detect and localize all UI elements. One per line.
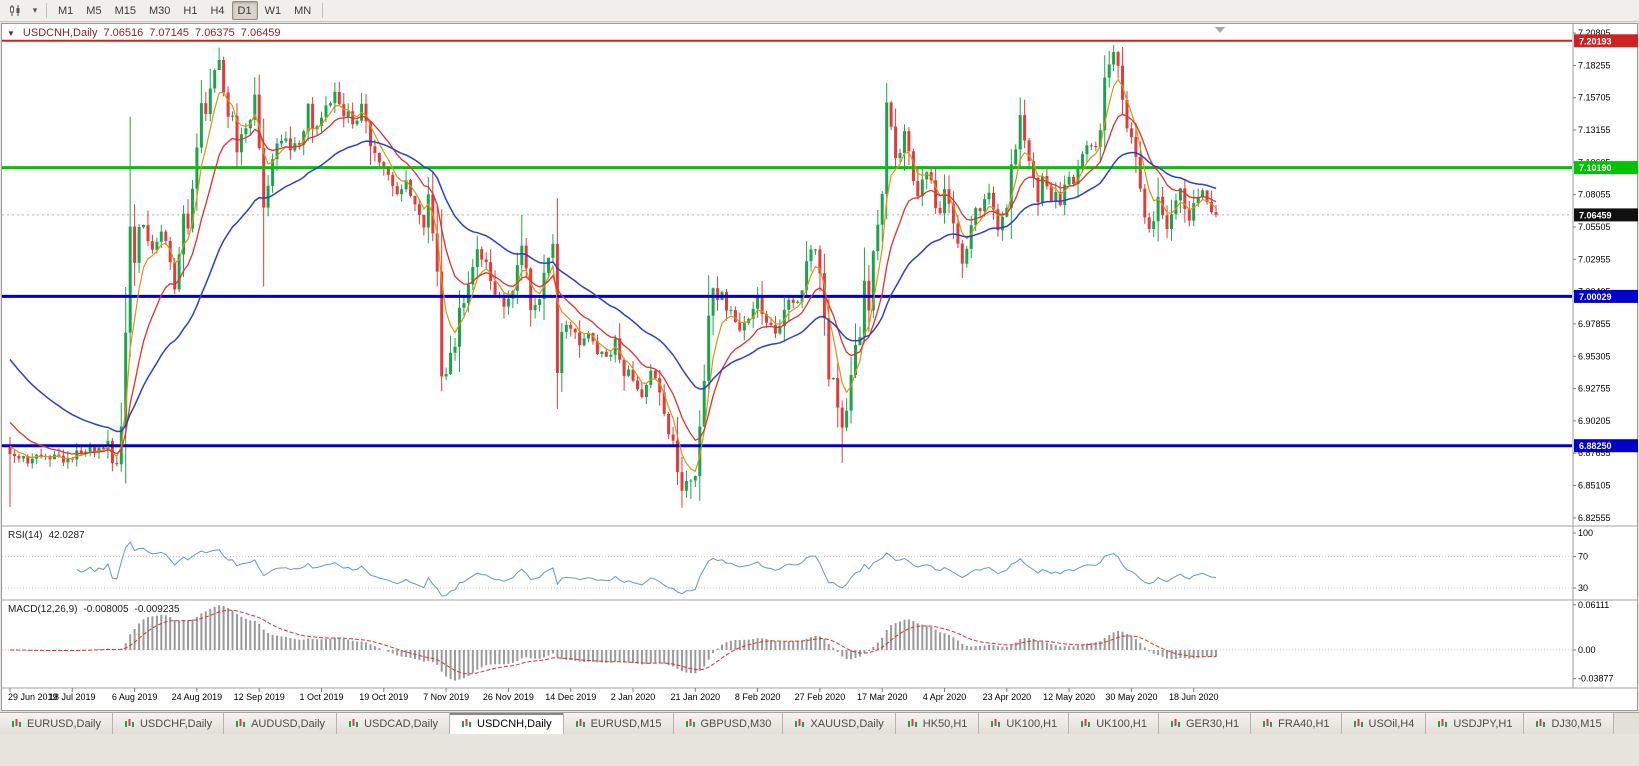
chart-tab-label: UK100,H1 bbox=[1006, 717, 1058, 730]
chart-tab-label: GER30,H1 bbox=[1185, 717, 1240, 730]
timeframe-button-mn[interactable]: MN bbox=[288, 1, 317, 20]
mini-chart-icon bbox=[1080, 718, 1091, 729]
toolbar-separator bbox=[46, 3, 47, 18]
timeframe-buttons: M1 M5 M15 M30 H1 H4 D1 W1 MN bbox=[52, 1, 317, 20]
chart-tab-hk50-h1[interactable]: HK50,H1 bbox=[895, 713, 980, 734]
toolbar-separator bbox=[322, 3, 324, 18]
mini-chart-icon bbox=[1170, 718, 1181, 729]
chart-symbol-period: USDCNH,Daily bbox=[22, 27, 98, 39]
chart-tab-usdjpy-h1[interactable]: USDJPY,H1 bbox=[1426, 713, 1525, 734]
chart-high-value: 7.07145 bbox=[149, 27, 190, 39]
mini-chart-icon bbox=[575, 718, 586, 729]
mini-chart-icon bbox=[1535, 718, 1546, 729]
chart-tab-label: UK100,H1 bbox=[1096, 717, 1147, 730]
mini-chart-icon bbox=[124, 718, 135, 729]
timeframe-button-m15[interactable]: M15 bbox=[109, 1, 142, 20]
chart-tab-label: USDCAD,Daily bbox=[364, 717, 439, 730]
rsi-indicator-label: RSI(14) 42.0287 bbox=[8, 530, 85, 541]
mini-chart-icon bbox=[461, 718, 472, 729]
chart-tab-label: USDCNH,Daily bbox=[477, 717, 552, 730]
mini-chart-icon bbox=[348, 718, 359, 729]
chart-tab-ger30-h1[interactable]: GER30,H1 bbox=[1158, 713, 1252, 734]
timeframe-button-m5[interactable]: M5 bbox=[80, 1, 107, 20]
timeframe-button-d1[interactable]: D1 bbox=[231, 1, 258, 20]
mini-chart-icon bbox=[990, 718, 1001, 729]
mini-chart-icon bbox=[1262, 718, 1273, 729]
macd-signal-value: -0.009235 bbox=[134, 604, 180, 615]
rsi-name: RSI(14) bbox=[8, 530, 43, 541]
chart-tab-label: DJ30,M15 bbox=[1551, 717, 1602, 730]
chart-tab-label: HK50,H1 bbox=[922, 717, 968, 730]
chart-tab-label: XAUUSD,Daily bbox=[810, 717, 884, 730]
macd-indicator-label: MACD(12,26,9) -0.008005 -0.009235 bbox=[8, 604, 180, 615]
chart-ohlc-header: ▼ USDCNH,Daily 7.06516 7.07145 7.06375 7… bbox=[7, 27, 281, 39]
chart-tab-usdchf-daily[interactable]: USDCHF,Daily bbox=[112, 713, 225, 734]
chart-tab-label: FRA40,H1 bbox=[1278, 717, 1330, 730]
chart-tab-label: EURUSD,M15 bbox=[590, 717, 662, 730]
chart-tab-uk100-h1[interactable]: UK100,H1 bbox=[1069, 713, 1159, 734]
chart-tab-eurusd-m15[interactable]: EURUSD,M15 bbox=[563, 713, 674, 734]
chart-tab-xauusd-daily[interactable]: XAUUSD,Daily bbox=[783, 713, 896, 734]
mini-chart-icon bbox=[794, 718, 805, 729]
chart-low-value: 7.06375 bbox=[195, 27, 235, 39]
mini-chart-icon bbox=[11, 718, 22, 729]
timeframe-button-m30[interactable]: M30 bbox=[143, 1, 176, 20]
chart-menu-arrow-icon[interactable]: ▼ bbox=[7, 29, 15, 38]
chart-tab-eurusd-daily[interactable]: EURUSD,Daily bbox=[0, 713, 113, 734]
chart-tab-uk100-h1[interactable]: UK100,H1 bbox=[979, 713, 1070, 734]
macd-name: MACD(12,26,9) bbox=[8, 604, 78, 615]
chart-tab-gbpusd-m30[interactable]: GBPUSD,M30 bbox=[673, 713, 784, 734]
chart-tab-label: EURUSD,Daily bbox=[27, 717, 101, 730]
chart-tab-label: USDCHF,Daily bbox=[139, 717, 213, 730]
chart-tab-audusd-daily[interactable]: AUDUSD,Daily bbox=[224, 713, 338, 734]
chart-tabs-bar: EURUSD,Daily USDCHF,Daily AUDUSD,Daily USDC… bbox=[0, 712, 1639, 734]
chart-tab-label: USOil,H4 bbox=[1368, 717, 1415, 730]
timeframe-button-m1[interactable]: M1 bbox=[52, 1, 79, 20]
chart-window bbox=[1, 23, 1638, 711]
chart-type-candlestick-button[interactable] bbox=[3, 1, 28, 20]
timeframe-button-h1[interactable]: H1 bbox=[177, 1, 203, 20]
chart-close-value: 7.06459 bbox=[240, 27, 281, 39]
mini-chart-icon bbox=[685, 718, 696, 729]
mini-chart-icon bbox=[1437, 718, 1448, 729]
chart-type-dropdown-button[interactable]: ▾ bbox=[29, 1, 41, 20]
chart-tab-dj30-m15[interactable]: DJ30,M15 bbox=[1524, 713, 1614, 734]
mini-chart-icon bbox=[907, 718, 918, 729]
chart-tab-usdcad-daily[interactable]: USDCAD,Daily bbox=[337, 713, 451, 734]
chart-tab-usdcnh-daily[interactable]: USDCNH,Daily bbox=[450, 713, 564, 734]
candlestick-chart-icon bbox=[10, 5, 20, 16]
top-toolbar: ▾ M1 M5 M15 M30 H1 H4 D1 W1 MN bbox=[0, 0, 1639, 22]
chart-tab-usoil-h4[interactable]: USOil,H4 bbox=[1341, 713, 1427, 734]
chevron-down-icon: ▾ bbox=[32, 5, 38, 15]
status-bar bbox=[0, 735, 1639, 766]
chart-tab-fra40-h1[interactable]: FRA40,H1 bbox=[1251, 713, 1342, 734]
mini-chart-icon bbox=[1353, 718, 1364, 729]
timeframe-button-h4[interactable]: H4 bbox=[204, 1, 230, 20]
chart-open-value: 7.06516 bbox=[103, 27, 144, 39]
rsi-value: 42.0287 bbox=[48, 530, 85, 541]
mini-chart-icon bbox=[235, 718, 246, 729]
timeframe-button-w1[interactable]: W1 bbox=[259, 1, 288, 20]
macd-main-value: -0.008005 bbox=[83, 604, 129, 615]
chart-tab-label: USDJPY,H1 bbox=[1453, 717, 1513, 730]
chart-tab-label: AUDUSD,Daily bbox=[251, 717, 326, 730]
chart-tab-label: GBPUSD,M30 bbox=[700, 717, 772, 730]
